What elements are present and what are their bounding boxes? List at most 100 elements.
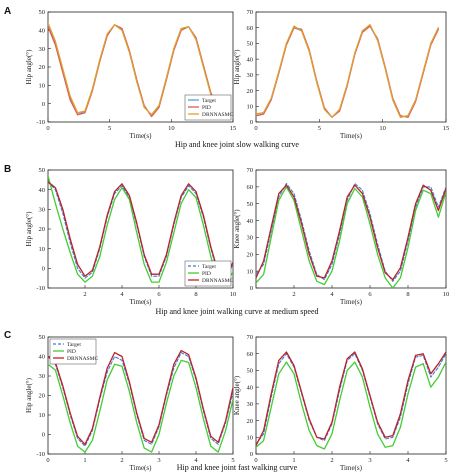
- x-tick-label: 6: [157, 291, 161, 298]
- y-axis-label: Hip angle(°): [25, 377, 33, 413]
- x-axis-label: Time(s): [130, 464, 153, 472]
- caption-A: Hip and knee joint slow walking curve: [175, 140, 299, 149]
- y-tick-label: 50: [39, 9, 46, 16]
- series-group: [256, 182, 446, 288]
- y-tick-label: 40: [39, 28, 46, 35]
- x-tick-label: 2: [292, 291, 295, 298]
- y-tick-label: 40: [247, 56, 254, 63]
- caption-C: Hip and knee joint fast walking curve: [177, 463, 298, 472]
- x-tick-label: 3: [368, 457, 371, 464]
- y-tick-label: 0: [250, 451, 253, 458]
- x-tick-label: 1: [83, 457, 86, 464]
- x-tick-label: 5: [108, 125, 111, 132]
- x-tick-label: 10: [379, 125, 386, 132]
- x-tick-label: 10: [168, 125, 175, 132]
- y-tick-label: 30: [247, 235, 254, 242]
- y-tick-label: 0: [42, 101, 45, 108]
- y-tick-label: 10: [39, 412, 46, 419]
- x-tick-label: 15: [443, 125, 450, 132]
- y-tick-label: 50: [39, 167, 46, 174]
- x-tick-label: 2: [330, 457, 333, 464]
- y-tick-label: 10: [247, 268, 254, 275]
- y-tick-label: 30: [247, 401, 254, 408]
- series-group: [256, 23, 440, 118]
- y-tick-label: 40: [39, 187, 46, 194]
- series-line-drnnasmc: [48, 22, 227, 116]
- y-tick-label: 0: [42, 432, 45, 439]
- y-tick-label: 30: [39, 207, 46, 214]
- y-axis-label: Hip angle(°): [233, 49, 241, 85]
- x-axis-label: Time(s): [340, 132, 363, 140]
- caption-B: Hip and knee joint walking curve at medi…: [155, 307, 318, 316]
- y-tick-label: 30: [39, 373, 46, 380]
- x-tick-label: 0: [46, 457, 49, 464]
- x-axis-label: Time(s): [340, 464, 363, 472]
- y-tick-label: 20: [247, 88, 254, 95]
- y-tick-label: 60: [247, 25, 254, 32]
- x-tick-label: 4: [194, 457, 198, 464]
- y-tick-label: 0: [250, 285, 253, 292]
- y-tick-label: 40: [247, 384, 254, 391]
- series-group: [48, 22, 227, 118]
- y-tick-label: 20: [39, 393, 46, 400]
- y-tick-label: 20: [247, 251, 254, 258]
- x-axis-label: Time(s): [130, 132, 153, 140]
- x-tick-label: 10: [230, 291, 237, 298]
- y-tick-label: -10: [36, 451, 45, 458]
- y-tick-label: 20: [39, 64, 46, 71]
- x-tick-label: 0: [46, 125, 49, 132]
- x-tick-label: 1: [292, 457, 295, 464]
- legend-entry: PID: [202, 105, 211, 111]
- x-tick-label: 2: [83, 291, 86, 298]
- legend-entry: PID: [202, 271, 211, 277]
- series-line-target: [256, 25, 439, 118]
- y-tick-label: -10: [36, 285, 45, 292]
- y-tick-label: 50: [39, 334, 46, 341]
- y-tick-label: 70: [247, 334, 254, 341]
- x-tick-label: 3: [157, 457, 160, 464]
- series-group: [48, 175, 233, 283]
- x-tick-label: 8: [194, 291, 197, 298]
- legend-entry: Target: [202, 264, 216, 270]
- chart-b-left: 2 4 6 8 10 -10 0 10 20 30 40 50 Time(s) Hip angle(°) T…: [25, 167, 236, 306]
- y-tick-label: 20: [247, 418, 254, 425]
- x-tick-label: 5: [231, 457, 234, 464]
- y-tick-label: 50: [247, 41, 254, 48]
- x-tick-label: 15: [230, 125, 237, 132]
- legend-entry: Target: [202, 98, 216, 104]
- series-line-drnnasmc: [48, 349, 233, 445]
- y-tick-label: 0: [250, 119, 253, 126]
- y-tick-label: 70: [247, 9, 254, 16]
- y-tick-label: 30: [39, 46, 46, 53]
- y-tick-label: 60: [247, 184, 254, 191]
- x-tick-label: 4: [406, 457, 410, 464]
- legend-entry: Target: [67, 342, 81, 348]
- series-line-pid: [256, 25, 440, 118]
- y-tick-label: 20: [39, 226, 46, 233]
- x-tick-label: 5: [444, 457, 447, 464]
- y-tick-label: 40: [39, 354, 46, 361]
- y-tick-label: 10: [247, 103, 254, 110]
- panel-letter-A: A: [4, 6, 11, 17]
- panel-letter-C: C: [4, 330, 11, 341]
- chart-a-right: 0 5 10 15 0 10 20 30 40 50 60 70 Time(s) Hip angle(°): [233, 9, 449, 140]
- y-tick-label: 0: [42, 266, 45, 273]
- y-axis-label: Knee angle(°): [233, 375, 241, 415]
- y-tick-label: 30: [247, 72, 254, 79]
- series-line-pid: [48, 359, 233, 453]
- y-tick-label: 10: [39, 83, 46, 90]
- series-line-pid: [48, 175, 233, 283]
- y-tick-label: 10: [39, 246, 46, 253]
- x-tick-label: 10: [443, 291, 450, 298]
- x-tick-label: 8: [406, 291, 409, 298]
- series-line-target: [256, 353, 446, 445]
- x-tick-label: 5: [318, 125, 321, 132]
- x-tick-label: 4: [120, 291, 124, 298]
- x-tick-label: 4: [330, 291, 334, 298]
- y-tick-label: 50: [247, 368, 254, 375]
